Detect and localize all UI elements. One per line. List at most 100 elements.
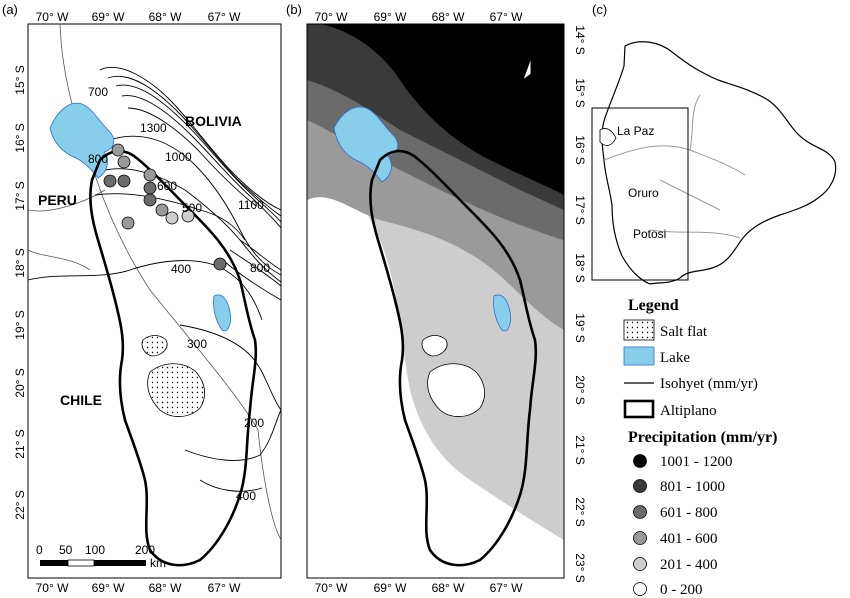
panel-b: (b) N 70° W 69° W 68° W 67° W 70° — [286, 2, 587, 595]
isohyet-label: 600 — [157, 179, 177, 193]
precip-class-label: 801 - 1000 — [660, 479, 725, 495]
panel-c: (c) La Paz Oruro Potosi — [591, 2, 837, 285]
altiplano-boundary — [89, 149, 258, 567]
precip-classes: 1001 - 1200 801 - 1000 601 - 800 401 - 6… — [633, 454, 733, 598]
precip-swatch — [633, 505, 647, 519]
panel-a: (a) 70° W 69° W 68° W 67° W 70° W 69° W … — [2, 2, 282, 595]
legend-swatch-salt-flat — [623, 319, 655, 341]
isohyet — [94, 193, 246, 241]
department-borders — [603, 94, 746, 239]
legend-swatch-lake — [623, 346, 655, 366]
isohyet — [224, 261, 282, 301]
lat-tick: 20° S — [13, 368, 27, 397]
panel-b-label: (b) — [286, 2, 302, 17]
isohyet-label: 400 — [236, 489, 256, 503]
precip-class-label: 1001 - 1200 — [660, 454, 733, 470]
salt-flat-uyuni — [427, 363, 486, 417]
legend-item-isohyet: Isohyet (mm/yr) — [660, 376, 758, 392]
panel-b-lat-ticks: 14° S 15° S 16° S 17° S 18° S 19° S 20° … — [573, 25, 587, 582]
legend-title: Legend — [628, 297, 679, 314]
scale-unit: km — [150, 556, 166, 570]
lon-tick: 69° W — [374, 10, 407, 24]
country-label-bolivia: BOLIVIA — [185, 113, 242, 129]
altiplano-boundary — [369, 149, 538, 567]
department-label-la-paz: La Paz — [617, 124, 654, 138]
isohyet — [109, 135, 282, 276]
department-label-oruro: Oruro — [628, 186, 659, 200]
lake-poopo — [213, 294, 231, 332]
lake-poopo — [493, 294, 511, 332]
panel-a-lon-ticks-top: 70° W 69° W 68° W 67° W — [36, 10, 241, 24]
lon-tick: 67° W — [490, 10, 523, 24]
scale-segment — [40, 560, 68, 566]
isohyet — [115, 84, 282, 223]
lon-tick: 67° W — [208, 581, 241, 595]
country-label-peru: PERU — [38, 192, 77, 208]
legend-item-salt-flat: Salt flat — [660, 324, 708, 340]
station-201-400 — [181, 209, 195, 223]
department-label-potosi: Potosi — [633, 227, 666, 241]
isohyet-label: 200 — [244, 416, 264, 430]
scale-segment — [94, 560, 146, 566]
panel-a-lat-ticks: 15° S 16° S 17° S 18° S 19° S 20° S 21° … — [13, 65, 27, 519]
lon-tick: 68° W — [149, 581, 182, 595]
country-label-chile: CHILE — [60, 392, 102, 408]
scale-number: 0 — [36, 543, 43, 557]
lon-tick: 69° W — [92, 581, 125, 595]
lake-titicaca — [49, 102, 115, 179]
station-401-600 — [111, 143, 125, 157]
lat-tick: 21° S — [573, 435, 587, 464]
isohyet-label: 800 — [88, 152, 108, 166]
isohyet — [199, 479, 263, 492]
isohyet — [104, 168, 282, 283]
lon-tick: 67° W — [490, 581, 523, 595]
panel-a-lon-ticks-bottom: 70° W 69° W 68° W 67° W — [36, 581, 241, 595]
isohyet — [179, 324, 282, 411]
legend: Legend Salt flat Lake Isohyet (mm/yr) Al… — [623, 297, 777, 598]
lat-tick: 17° S — [13, 181, 27, 210]
country-boundary — [27, 249, 91, 271]
isohyet-label: 500 — [182, 201, 202, 215]
station-201-400 — [165, 211, 179, 225]
precip-swatch — [633, 582, 647, 596]
lon-tick: 68° W — [432, 581, 465, 595]
lon-tick: 68° W — [432, 10, 465, 24]
legend-item-lake: Lake — [660, 350, 690, 366]
isohyet-labels: 700 1300 1000 800 600 500 1100 400 800 3… — [88, 85, 270, 503]
station-401-600 — [117, 155, 131, 169]
precip-swatch — [633, 557, 647, 571]
lake-titicaca — [333, 106, 399, 183]
lake-titicaca-outline — [599, 128, 617, 146]
station-401-600 — [121, 216, 135, 230]
north-arrow: N — [522, 43, 540, 82]
isohyet — [27, 260, 263, 321]
isohyet — [184, 409, 282, 461]
station-601-800 — [213, 257, 227, 271]
precip-swatch — [633, 454, 647, 468]
precip-class-label: 401 - 600 — [660, 531, 718, 547]
lat-tick: 15° S — [13, 65, 27, 94]
panel-b-lon-ticks-bottom: 70° W 69° W 68° W 67° W — [315, 581, 523, 595]
lat-tick: 15° S — [573, 78, 587, 107]
lat-tick: 18° S — [13, 248, 27, 277]
precip-class-label: 0 - 200 — [660, 582, 703, 598]
north-arrow-right — [530, 57, 540, 82]
legend-item-altiplano: Altiplano — [660, 403, 717, 419]
scale-segment — [67, 559, 95, 567]
station-601-800 — [143, 181, 157, 195]
isohyet-label: 400 — [171, 262, 191, 276]
precip-class-label: 201 - 400 — [660, 557, 718, 573]
north-label: N — [527, 43, 535, 55]
lon-tick: 68° W — [149, 10, 182, 24]
legend-swatch-altiplano — [623, 399, 655, 419]
station-401-600 — [143, 168, 157, 182]
precip-swatch — [633, 531, 647, 545]
lon-tick: 70° W — [315, 10, 348, 24]
lat-tick: 20° S — [573, 375, 587, 404]
isohyet-label: 1100 — [238, 198, 264, 212]
lat-tick: 14° S — [573, 25, 587, 54]
isohyet-label: 800 — [250, 261, 270, 275]
lat-tick: 16° S — [13, 123, 27, 152]
isohyet — [229, 249, 282, 287]
scale-bar: 0 50 100 200 km — [36, 543, 166, 570]
